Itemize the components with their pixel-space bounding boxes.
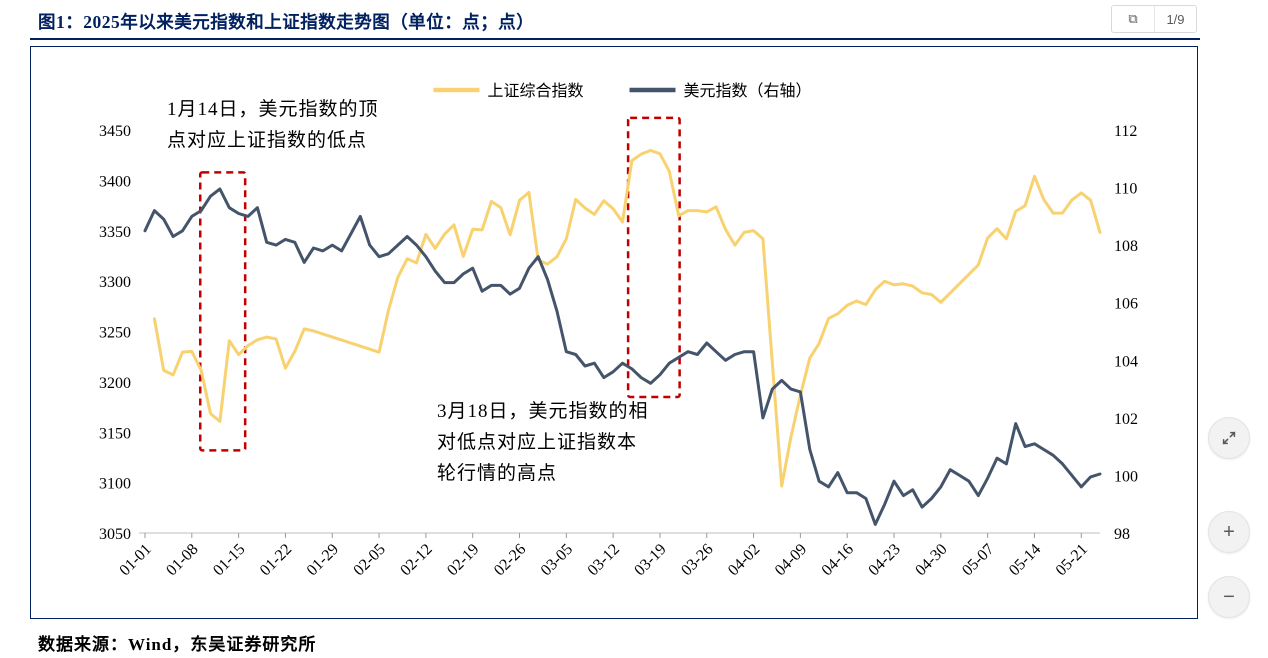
left-axis-tick: 3400 xyxy=(99,173,131,190)
x-axis-tick: 05-14 xyxy=(1006,541,1044,579)
left-axis-tick: 3300 xyxy=(99,274,131,291)
highlight-box xyxy=(626,116,681,399)
left-axis-tick: 3150 xyxy=(99,425,131,442)
x-axis-tick: 03-26 xyxy=(678,541,716,579)
chart-annotation: 1月14日，美元指数的顶 点对应上证指数的低点 xyxy=(167,99,379,151)
pager-button[interactable]: 1/9 xyxy=(1154,6,1196,32)
pager-label: 1/9 xyxy=(1166,11,1185,27)
copy-figure-button[interactable]: ⧉ xyxy=(1112,6,1154,32)
copy-icon: ⧉ xyxy=(1128,11,1138,26)
right-axis-tick: 102 xyxy=(1114,411,1138,428)
x-axis-tick: 01-22 xyxy=(257,541,295,579)
right-axis-tick: 106 xyxy=(1114,296,1138,313)
chart-title: 图1：2025年以来美元指数和上证指数走势图（单位：点；点） xyxy=(38,12,535,32)
viewer-controls: + − xyxy=(1208,417,1250,618)
left-axis-tick: 3050 xyxy=(99,526,131,543)
left-axis-tick: 3100 xyxy=(99,476,131,493)
x-axis-tick: 04-30 xyxy=(912,541,950,579)
chart-annotation: 3月18日，美元指数的相 对低点对应上证指数本 轮行情的高点 xyxy=(437,401,649,484)
title-divider xyxy=(30,38,1200,40)
x-axis-tick: 01-15 xyxy=(210,541,248,579)
right-axis-tick: 104 xyxy=(1114,353,1138,370)
plus-icon: + xyxy=(1223,521,1235,543)
x-axis-tick: 01-01 xyxy=(116,541,154,579)
left-axis-tick: 3250 xyxy=(99,325,131,342)
x-axis-tick: 02-05 xyxy=(350,541,388,579)
expand-icon xyxy=(1222,431,1236,445)
chart-frame: 3450 3400 3350 3300 3250 3200 3150 3100 3050 112 1… xyxy=(30,46,1198,619)
x-axis-tick: 03-12 xyxy=(585,541,623,579)
left-axis-tick: 3200 xyxy=(99,375,131,392)
right-axis-tick: 98 xyxy=(1114,526,1130,543)
highlight-box xyxy=(198,171,247,452)
x-axis-tick: 05-21 xyxy=(1053,541,1091,579)
right-axis-tick: 108 xyxy=(1114,238,1138,255)
right-axis-tick: 110 xyxy=(1114,181,1137,198)
x-axis-tick: 04-23 xyxy=(865,541,903,579)
x-axis-tick: 05-07 xyxy=(959,541,997,579)
x-axis-tick: 01-08 xyxy=(163,541,201,579)
x-axis-tick: 03-05 xyxy=(538,541,576,579)
figure-toolbar: ⧉ 1/9 xyxy=(1111,5,1197,33)
zoom-in-button[interactable]: + xyxy=(1208,511,1250,553)
chart-svg: 3450 3400 3350 3300 3250 3200 3150 3100 3050 112 1… xyxy=(99,82,1138,579)
x-axis-tick: 04-02 xyxy=(725,541,763,579)
x-axis-tick: 02-26 xyxy=(491,541,529,579)
series-line xyxy=(152,148,1102,488)
x-axis-tick: 03-19 xyxy=(631,541,669,579)
right-axis-tick: 100 xyxy=(1114,468,1138,485)
minus-icon: − xyxy=(1223,586,1235,608)
left-axis-tick: 3350 xyxy=(99,224,131,241)
expand-button[interactable] xyxy=(1208,417,1250,459)
data-source: 数据来源：Wind，东吴证券研究所 xyxy=(38,635,317,654)
left-axis-tick: 3450 xyxy=(99,123,131,140)
x-axis-tick: 04-16 xyxy=(819,541,857,579)
right-axis-tick: 112 xyxy=(1114,123,1137,140)
legend-label: 美元指数（右轴） xyxy=(684,82,812,100)
x-axis-tick: 04-09 xyxy=(772,541,810,579)
x-axis-tick: 01-29 xyxy=(304,541,342,579)
x-axis-tick: 02-12 xyxy=(397,541,435,579)
x-axis-tick: 02-19 xyxy=(444,541,482,579)
zoom-out-button[interactable]: − xyxy=(1208,576,1250,618)
series-line xyxy=(143,187,1102,526)
legend-label: 上证综合指数 xyxy=(488,82,584,100)
